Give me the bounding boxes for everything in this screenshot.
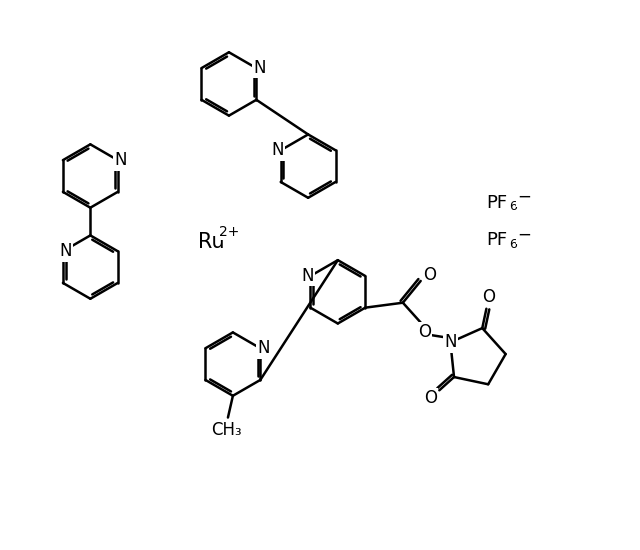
Text: N: N — [253, 59, 266, 77]
Text: O: O — [424, 389, 437, 407]
Text: 6: 6 — [509, 238, 517, 251]
Text: Ru: Ru — [198, 232, 225, 252]
Text: PF: PF — [486, 232, 508, 249]
Text: N: N — [60, 242, 72, 260]
Text: −: − — [517, 226, 531, 244]
Text: −: − — [517, 188, 531, 206]
Text: N: N — [115, 151, 127, 169]
Text: PF: PF — [486, 194, 508, 212]
Text: N: N — [444, 333, 456, 351]
Text: N: N — [444, 333, 456, 351]
Text: 6: 6 — [509, 200, 517, 213]
Text: N: N — [301, 267, 314, 285]
Text: O: O — [483, 288, 495, 306]
Text: N: N — [271, 141, 284, 159]
Text: N: N — [257, 339, 269, 358]
Text: O: O — [423, 266, 436, 284]
Text: O: O — [418, 323, 431, 342]
Text: 2+: 2+ — [219, 226, 239, 239]
Text: CH₃: CH₃ — [211, 421, 241, 439]
